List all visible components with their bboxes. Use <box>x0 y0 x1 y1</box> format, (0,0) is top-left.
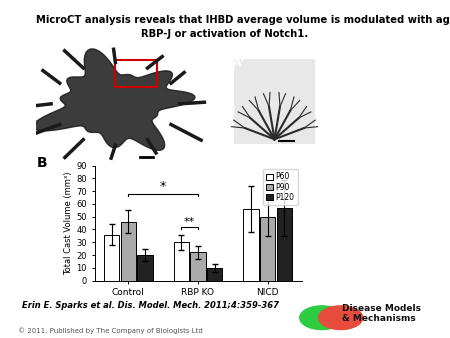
Circle shape <box>319 306 363 330</box>
Bar <box>115 60 157 87</box>
Polygon shape <box>33 49 195 150</box>
Text: *: * <box>160 180 166 193</box>
Y-axis label: Total Cast Volume (mm³): Total Cast Volume (mm³) <box>64 171 73 275</box>
Bar <box>121 222 136 281</box>
Bar <box>207 268 222 281</box>
Text: RBP-J or activation of Notch1.: RBP-J or activation of Notch1. <box>141 29 309 39</box>
Circle shape <box>300 306 344 330</box>
Text: A: A <box>42 47 51 59</box>
Text: Disease Models
& Mechanisms: Disease Models & Mechanisms <box>342 304 421 323</box>
Text: MicroCT analysis reveals that IHBD average volume is modulated with age upon del: MicroCT analysis reveals that IHBD avera… <box>36 15 450 25</box>
Bar <box>137 255 153 281</box>
Text: © 2011. Published by The Company of Biologists Ltd: © 2011. Published by The Company of Biol… <box>18 327 203 334</box>
Text: B: B <box>36 156 47 170</box>
Bar <box>277 208 292 281</box>
Text: Erin E. Sparks et al. Dis. Model. Mech. 2011;4:359-367: Erin E. Sparks et al. Dis. Model. Mech. … <box>22 301 279 310</box>
Bar <box>190 252 206 281</box>
Bar <box>260 217 275 281</box>
Text: A': A' <box>233 58 245 68</box>
Bar <box>243 209 259 281</box>
Bar <box>104 235 119 281</box>
Legend: P60, P90, P120: P60, P90, P120 <box>263 169 298 205</box>
Bar <box>174 242 189 281</box>
Text: **: ** <box>184 217 195 226</box>
